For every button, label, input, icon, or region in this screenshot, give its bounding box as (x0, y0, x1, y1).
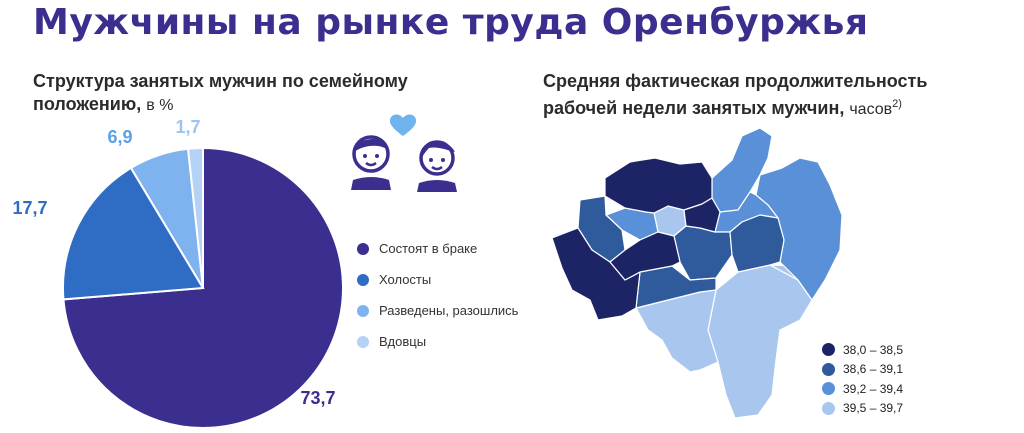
couple-with-heart-icon (351, 114, 457, 192)
pie-chart-title: Структура занятых мужчин по семейному по… (33, 70, 463, 117)
legend-label: Состоят в браке (379, 241, 478, 256)
map-legend-item: 38,6 – 39,1 (822, 360, 903, 380)
legend-swatch (822, 401, 835, 415)
man-icon (351, 135, 391, 190)
map-region (635, 265, 717, 309)
pie-value-labels: 73,7 17,7 6,9 1,7 (12, 117, 335, 408)
legend-label: 39,5 – 39,7 (843, 401, 904, 416)
map-title-footnote: 2) (892, 98, 902, 110)
pie-value-label: 17,7 (12, 198, 47, 218)
map-legend-item: 39,5 – 39,7 (822, 399, 903, 419)
legend-swatch (822, 343, 835, 357)
legend-label: 38,0 – 38,5 (843, 342, 904, 357)
heart-icon (389, 114, 417, 136)
legend-label: 38,6 – 39,1 (843, 362, 904, 377)
map-region (609, 231, 681, 281)
main-title: Мужчины на рынке труда Оренбуржья (33, 2, 869, 43)
legend-label: Разведены, разошлись (379, 303, 519, 318)
legend-swatch (357, 242, 369, 255)
map-region (673, 225, 733, 281)
pie-slices (62, 146, 344, 429)
pie-title-unit: в % (146, 97, 174, 114)
map-title-unit: часов (849, 101, 893, 118)
legend-swatch (357, 273, 369, 286)
legend-item-single: Холосты (357, 264, 518, 295)
map-region (551, 227, 641, 321)
legend-item-widowed: Вдовцы (357, 326, 518, 357)
map-region (604, 157, 713, 214)
legend-label: 39,2 – 39,4 (843, 381, 904, 396)
pie-value-label: 73,7 (300, 388, 335, 408)
map-title-main: Средняя фактическая продолжительность ра… (543, 71, 928, 118)
map-region (707, 264, 813, 419)
legend-item-married: Состоят в браке (357, 233, 518, 264)
map-legend-item: 38,0 – 38,5 (822, 340, 903, 360)
pie-value-label: 1,7 (175, 117, 200, 137)
map-chart-title: Средняя фактическая продолжительность ра… (543, 70, 1003, 121)
legend-swatch (357, 304, 369, 317)
legend-label: Холосты (379, 272, 432, 287)
legend-label: Вдовцы (379, 334, 427, 349)
legend-item-divorced: Разведены, разошлись (357, 295, 518, 326)
pie-slice-widowed (186, 146, 204, 289)
legend-swatch (822, 362, 835, 376)
legend-swatch (357, 335, 369, 348)
woman-icon (417, 140, 457, 192)
pie-legend: Состоят в браке Холосты Разведены, разош… (357, 233, 518, 357)
pie-slice-single (62, 166, 205, 301)
pie-title-main: Структура занятых мужчин по семейному по… (33, 71, 408, 114)
map-legend: 38,0 – 38,5 38,6 – 39,1 39,2 – 39,4 39,5… (822, 340, 903, 418)
pie-value-label: 6,9 (107, 127, 132, 147)
map-region (683, 197, 721, 233)
map-legend-item: 39,2 – 39,4 (822, 379, 903, 399)
legend-swatch (822, 382, 835, 396)
map-region (729, 214, 785, 273)
